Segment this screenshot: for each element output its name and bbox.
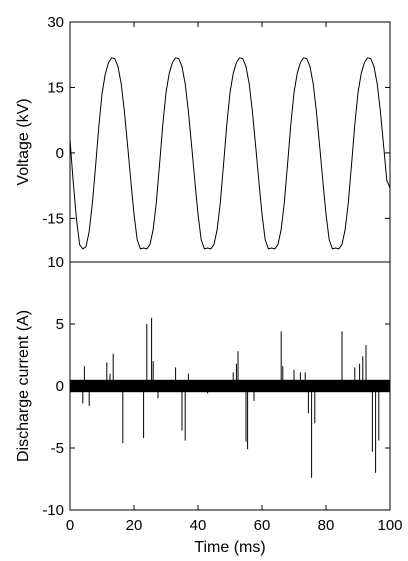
current-x-tick-label: 0 <box>66 517 74 534</box>
current-y-tick-label: 10 <box>47 254 64 271</box>
voltage-tick-labels: 30 15 0 -15 <box>42 14 64 227</box>
current-y-tick-label: 5 <box>56 316 64 333</box>
current-y-axis-label: Discharge current (A) <box>15 310 32 462</box>
voltage-y-tick-label: 30 <box>47 14 64 31</box>
current-series <box>70 317 390 478</box>
current-x-tick-label: 100 <box>377 517 402 534</box>
current-x-tick-label: 60 <box>254 517 271 534</box>
voltage-y-tick-label: 15 <box>47 79 64 96</box>
voltage-series <box>69 57 391 250</box>
current-x-tick-label: 40 <box>190 517 207 534</box>
current-x-tick-label: 20 <box>126 517 143 534</box>
current-y-tick-label: -10 <box>42 502 64 519</box>
time-x-axis-label: Time (ms) <box>194 539 265 556</box>
current-x-tick-label: 80 <box>318 517 335 534</box>
voltage-panel: 30 15 0 -15 Voltage (kV) <box>15 14 391 263</box>
current-y-tick-label: -5 <box>51 440 64 457</box>
current-y-tick-label: 0 <box>56 378 64 395</box>
current-noise-band <box>70 379 390 393</box>
voltage-y-tick-label: 0 <box>56 145 64 162</box>
voltage-plot-frame <box>69 21 391 263</box>
voltage-y-axis-label: Voltage (kV) <box>15 98 32 185</box>
voltage-line <box>69 57 391 250</box>
voltage-y-tick-label: -15 <box>42 210 64 227</box>
voltage-ticks <box>69 22 391 219</box>
